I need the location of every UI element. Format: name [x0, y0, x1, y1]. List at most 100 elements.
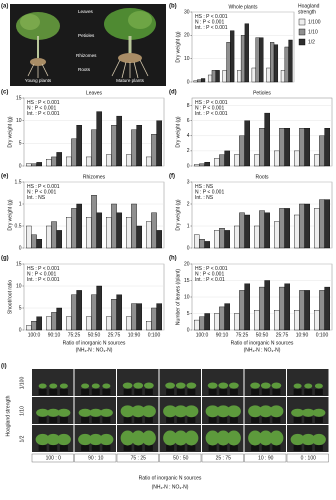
- column-box: [201, 453, 244, 463]
- pot: [314, 445, 323, 451]
- bar: [264, 112, 271, 167]
- plant: [141, 430, 156, 446]
- panel-label: (i): [1, 364, 7, 370]
- bar: [224, 150, 231, 167]
- y-tick-label: 5: [187, 311, 190, 317]
- panel-label: (e): [1, 174, 8, 180]
- pot: [293, 389, 302, 395]
- y-tick-label: 10: [184, 294, 190, 300]
- organ-label: Roots: [78, 67, 91, 72]
- column-label: 90 : 10: [88, 455, 104, 461]
- column-label: 25 : 75: [216, 455, 232, 461]
- bar: [314, 154, 320, 167]
- x-tick-label: 100:0: [196, 332, 209, 338]
- column-box: [116, 453, 159, 463]
- row-title: Hoagland strength: [5, 395, 11, 436]
- y-tick-label: 0: [19, 163, 22, 169]
- bar: [197, 79, 202, 83]
- pot: [304, 417, 313, 423]
- plant: [301, 433, 316, 446]
- pot: [208, 389, 217, 395]
- x-tick-label: 50:50: [88, 332, 101, 338]
- pot: [49, 445, 58, 451]
- bar: [51, 221, 57, 249]
- bar: [213, 230, 220, 249]
- plant: [59, 383, 68, 389]
- annotation: HS : P < 0.001: [27, 266, 60, 272]
- bar: [145, 321, 152, 331]
- y-tick-label: 1.5: [15, 179, 22, 185]
- plant: [35, 433, 50, 446]
- pot: [144, 417, 153, 423]
- bar: [136, 124, 143, 167]
- bar: [193, 319, 200, 331]
- bar: [76, 290, 82, 331]
- pot: [272, 445, 281, 451]
- bar: [224, 303, 231, 331]
- bar: [145, 156, 152, 167]
- plant: [248, 430, 263, 446]
- pot: [219, 389, 228, 395]
- bar: [31, 163, 37, 167]
- bar: [156, 303, 163, 331]
- bar: [240, 35, 246, 83]
- y-tick-label: 0.5: [15, 223, 22, 229]
- bar: [91, 194, 97, 249]
- bar: [96, 212, 102, 249]
- bar: [85, 216, 92, 249]
- bar: [224, 230, 231, 249]
- pot: [208, 417, 217, 423]
- annotation: N : P < 0.001: [27, 105, 56, 111]
- bar: [314, 310, 320, 331]
- x-axis-label: Ratio of inorganic N sources: [63, 340, 126, 346]
- bar: [237, 70, 242, 83]
- bar: [244, 23, 249, 83]
- bar: [207, 74, 213, 83]
- bar: [259, 37, 264, 83]
- bar: [116, 212, 122, 249]
- bar: [259, 128, 265, 167]
- pot: [219, 445, 228, 451]
- y-tick-label: 6: [187, 118, 190, 124]
- bar: [253, 154, 260, 167]
- bar: [219, 306, 225, 331]
- bar: [111, 299, 117, 331]
- bar: [294, 310, 300, 331]
- bar: [56, 230, 62, 249]
- x-tick-label: 90:10: [48, 332, 61, 338]
- y-axis-label: Number of leaves (/plant): [175, 269, 181, 325]
- bar: [279, 208, 285, 249]
- pot: [304, 389, 313, 395]
- pot: [229, 445, 238, 451]
- plant: [258, 405, 273, 418]
- pot: [144, 389, 153, 395]
- plant: [311, 433, 326, 446]
- plant: [143, 382, 154, 389]
- annotation: N : P < 0.001: [195, 271, 224, 277]
- bar: [56, 307, 62, 331]
- bar: [51, 312, 57, 331]
- bar: [116, 294, 122, 331]
- annotation: Int. : P < 0.01: [195, 277, 225, 283]
- bar: [65, 156, 72, 167]
- bar: [71, 138, 77, 167]
- panel-label: (h): [169, 256, 177, 262]
- annotation: Int. : P < 0.001: [27, 277, 60, 283]
- pot: [229, 389, 238, 395]
- plant: [301, 408, 315, 417]
- pot: [91, 389, 100, 395]
- plant: [248, 405, 263, 418]
- panel-label: (b): [169, 4, 177, 10]
- plant: [205, 405, 220, 418]
- legend-title: strength: [298, 9, 316, 15]
- plant: [131, 430, 146, 446]
- organ-label: Petioles: [78, 33, 95, 38]
- legend-swatch: [298, 18, 306, 26]
- plant: [186, 382, 197, 389]
- plant: [269, 405, 284, 418]
- plant: [293, 383, 302, 389]
- annotation: N : P < 0.001: [195, 189, 224, 195]
- pot: [261, 389, 270, 395]
- plant: [91, 383, 100, 389]
- bar: [145, 221, 152, 249]
